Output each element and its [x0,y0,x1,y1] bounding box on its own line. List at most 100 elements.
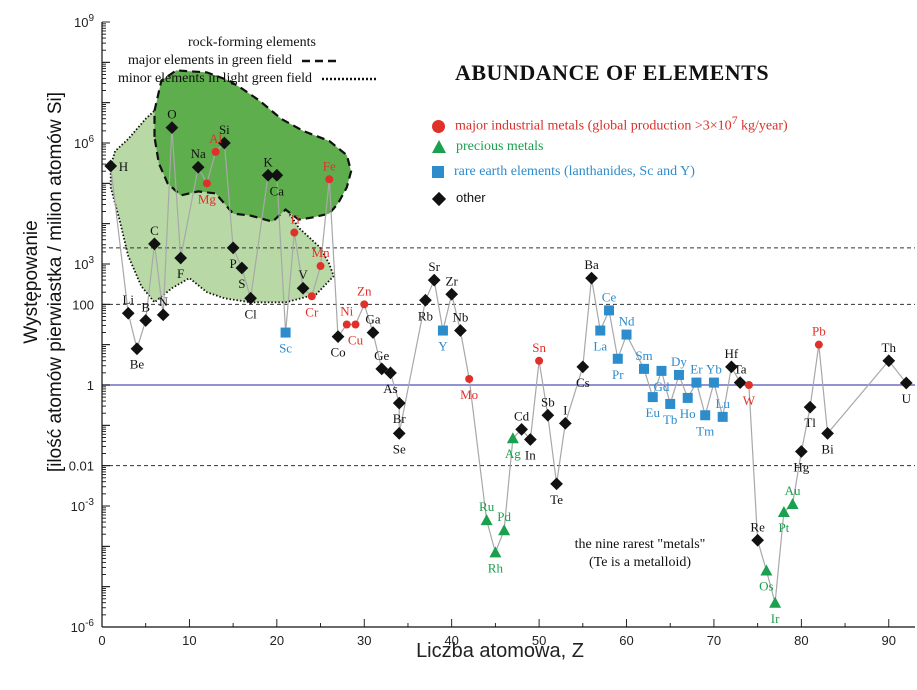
point-er [691,377,702,388]
y-axis-title-line2: [ilość atomów pierwiastka / milion atomó… [45,91,66,473]
point-lu [717,411,728,422]
label-pd: Pd [497,509,511,524]
point-p [226,241,240,255]
point-nb [454,324,467,337]
legend-diamond-marker [431,191,447,206]
label-mo: Mo [460,387,478,402]
tick-labels: 0 10 20 30 40 50 60 70 80 9010910610310010.0110-3… [69,13,896,648]
y-tick-label-0: 109 [74,13,94,30]
point-y [437,325,448,336]
label-h: H [119,159,128,174]
y-tick-exponent: 3 [88,255,94,266]
label-sm: Sm [635,348,652,363]
point-al [211,147,220,156]
label-w: W [743,393,756,408]
label-mg: Mg [198,191,217,206]
point-mo [465,374,474,383]
label-o: O [167,107,176,122]
legend-major-tail: kg/year) [737,118,788,134]
legend-rare-earths: rare earth elements (lanthanides, Sc and… [432,164,695,180]
y-tick-exponent: 6 [88,134,94,145]
point-ca [270,168,284,182]
y-tick-label-1: 106 [74,134,94,151]
point-pt [777,506,790,518]
x-tick-label-30: 30 [357,633,371,648]
label-nb: Nb [452,310,468,325]
y-axis-title-line1: Występowanie [21,220,42,344]
label-as: As [383,381,397,396]
label-th: Th [882,340,897,355]
point-sr [427,273,441,287]
point-au [786,497,799,509]
label-zr: Zr [446,273,459,288]
label-ag: Ag [505,446,521,461]
point-tb [665,398,676,409]
label-s: S [238,276,245,291]
legend-triangle-marker [432,140,446,154]
label-ni: Ni [340,304,353,319]
point-sn [535,356,544,365]
y-tick-base: 10 [74,257,88,272]
label-br: Br [393,411,407,426]
y-tick-base: 10 [74,136,88,151]
point-k [261,168,275,182]
point-eu [647,392,658,403]
label-u: U [902,391,912,406]
x-axis-title: Liczba atomowa, Z [300,640,700,663]
label-zn: Zn [357,283,372,298]
label-f: F [177,266,184,281]
point-nd [621,329,632,340]
point-b [139,314,153,327]
x-tick-label-10: 10 [182,633,196,648]
point-la [595,325,606,336]
label-tm: Tm [696,423,714,438]
label-b: B [141,299,150,314]
point-yb [708,377,719,388]
point-fe [325,175,334,184]
point-be [130,342,144,356]
label-si: Si [219,122,230,137]
rarest-metals-line1: the nine rarest "metals" [574,537,706,552]
point-si [218,136,231,150]
point-pb [814,340,823,349]
dotted-line-swatch [321,77,378,81]
point-ti [290,228,299,237]
point-se [392,427,406,440]
y-tick-label-5: 0.01 [69,459,94,474]
point-br [392,396,406,410]
label-ho: Ho [680,406,696,421]
legend-circle-marker [432,119,445,133]
label-sr: Sr [428,259,440,274]
legend-major-metals: major industrial metals (global producti… [432,114,788,135]
label-ce: Ce [602,289,617,304]
label-y: Y [438,339,448,354]
x-tick-label-40: 40 [444,633,458,648]
label-ba: Ba [584,257,599,272]
label-i: I [563,402,567,417]
label-pt: Pt [778,520,789,535]
label-la: La [593,339,607,354]
label-er: Er [690,362,703,377]
label-os: Os [759,579,773,594]
label-au: Au [785,483,801,498]
rock-forming-note: rock-forming elements [188,35,316,50]
legend-major-sup: 7 [731,114,738,127]
label-se: Se [393,441,406,456]
point-s [235,261,249,275]
label-ge: Ge [374,348,389,363]
y-tick-label-7: 10-6 [71,618,95,635]
label-na: Na [191,146,206,161]
label-tl: Tl [804,415,816,430]
x-tick-label-20: 20 [270,633,284,648]
y-tick-base: 10 [74,15,88,30]
label-te: Te [550,492,563,507]
y-tick-exponent: 9 [88,13,94,24]
label-p: P [230,256,237,271]
point-ni [342,320,351,329]
rarest-metals-line2: (Te is a metalloid) [588,555,692,570]
point-dy [673,369,684,380]
label-ti: Ti [289,212,300,227]
label-ru: Ru [479,499,495,514]
label-hf: Hf [725,346,739,361]
chart-title: ABUNDANCE OF ELEMENTS [455,60,770,85]
